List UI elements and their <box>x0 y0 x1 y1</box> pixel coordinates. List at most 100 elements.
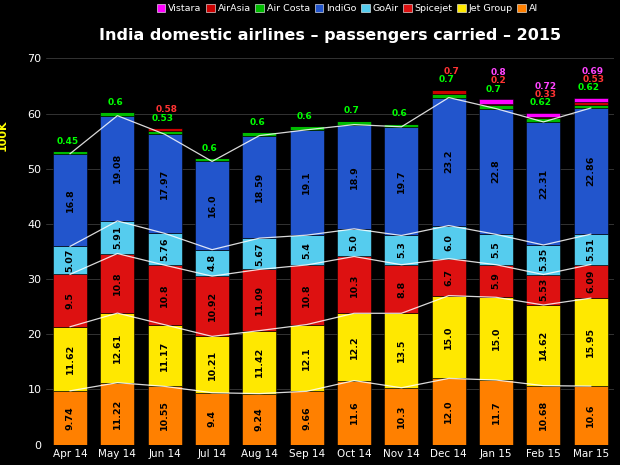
Text: 16.8: 16.8 <box>66 188 74 212</box>
Text: 11.42: 11.42 <box>255 347 264 377</box>
Text: 0.45: 0.45 <box>56 137 79 146</box>
Text: 17.97: 17.97 <box>160 169 169 199</box>
Text: 5.5: 5.5 <box>492 241 500 258</box>
Bar <box>100 221 135 253</box>
Bar <box>290 130 324 235</box>
Text: 11.7: 11.7 <box>492 400 500 424</box>
Text: 0.2: 0.2 <box>490 76 507 86</box>
Text: 15.0: 15.0 <box>492 327 500 350</box>
Text: 6.09: 6.09 <box>587 270 595 293</box>
Text: 16.0: 16.0 <box>208 194 216 217</box>
Bar <box>479 265 513 297</box>
Text: 10.68: 10.68 <box>539 400 548 430</box>
Bar <box>53 154 87 246</box>
Text: 5.07: 5.07 <box>66 249 74 272</box>
Bar <box>432 90 466 94</box>
Bar <box>432 379 466 445</box>
Bar <box>432 259 466 296</box>
Text: 23.2: 23.2 <box>445 150 453 173</box>
Text: 10.6: 10.6 <box>587 404 595 427</box>
Bar <box>574 298 608 386</box>
Text: 5.76: 5.76 <box>160 238 169 261</box>
Text: 18.9: 18.9 <box>350 165 358 189</box>
Bar <box>432 98 466 226</box>
Bar <box>290 325 324 391</box>
Text: 19.1: 19.1 <box>303 171 311 194</box>
Bar <box>432 296 466 379</box>
Text: 0.53: 0.53 <box>582 75 604 84</box>
Bar <box>337 257 371 313</box>
Text: 10.55: 10.55 <box>160 400 169 431</box>
Bar <box>384 127 418 235</box>
Text: 22.8: 22.8 <box>492 159 500 183</box>
Text: 5.4: 5.4 <box>303 242 311 259</box>
Text: 13.5: 13.5 <box>397 339 406 362</box>
Bar <box>479 104 513 105</box>
Bar <box>53 327 87 391</box>
Text: 12.61: 12.61 <box>113 333 122 363</box>
Bar <box>53 151 87 154</box>
Bar <box>574 108 608 234</box>
Text: 0.69: 0.69 <box>582 67 604 76</box>
Bar <box>148 233 182 265</box>
Text: 0.6: 0.6 <box>296 112 312 121</box>
Bar <box>290 265 324 325</box>
Bar <box>479 297 513 380</box>
Bar <box>100 116 135 221</box>
Text: 0.7: 0.7 <box>438 75 454 84</box>
Bar <box>574 386 608 445</box>
Bar <box>242 136 277 238</box>
Text: 11.09: 11.09 <box>255 285 264 315</box>
Bar <box>479 380 513 445</box>
Text: 10.8: 10.8 <box>113 272 122 295</box>
Title: India domestic airlines – passengers carried – 2015: India domestic airlines – passengers car… <box>99 28 562 43</box>
Bar <box>100 253 135 313</box>
Text: 11.6: 11.6 <box>350 401 358 425</box>
Bar <box>195 250 229 276</box>
Bar <box>574 234 608 265</box>
Bar <box>526 113 560 117</box>
Bar <box>53 274 87 327</box>
Bar <box>384 124 418 127</box>
Bar <box>148 386 182 445</box>
Text: 10.92: 10.92 <box>208 291 216 321</box>
Bar <box>195 161 229 250</box>
Bar <box>479 234 513 265</box>
Bar <box>148 265 182 325</box>
Bar <box>242 393 277 445</box>
Text: 100K: 100K <box>0 119 8 151</box>
Bar <box>574 98 608 102</box>
Text: 5.3: 5.3 <box>397 242 406 259</box>
Text: 10.8: 10.8 <box>303 283 311 306</box>
Text: 22.31: 22.31 <box>539 168 548 199</box>
Text: 0.72: 0.72 <box>534 82 557 91</box>
Text: 0.6: 0.6 <box>249 118 265 127</box>
Text: 15.95: 15.95 <box>587 327 595 357</box>
Text: 5.91: 5.91 <box>113 226 122 249</box>
Bar <box>148 128 182 131</box>
Text: 19.7: 19.7 <box>397 169 406 193</box>
Text: 19.08: 19.08 <box>113 153 122 183</box>
Text: 10.3: 10.3 <box>350 273 358 297</box>
Bar <box>574 102 608 105</box>
Text: 9.4: 9.4 <box>208 410 216 427</box>
Bar <box>526 119 560 122</box>
Text: 9.5: 9.5 <box>66 292 74 309</box>
Bar <box>100 113 135 116</box>
Text: 12.0: 12.0 <box>445 400 453 423</box>
Text: 0.7: 0.7 <box>443 67 459 76</box>
Bar <box>384 265 418 313</box>
Text: 0.8: 0.8 <box>490 68 507 77</box>
Bar <box>100 313 135 383</box>
Bar <box>479 99 513 104</box>
Bar <box>53 246 87 274</box>
Bar <box>574 105 608 108</box>
Bar <box>574 265 608 298</box>
Bar <box>526 245 560 274</box>
Text: 9.24: 9.24 <box>255 407 264 431</box>
Bar <box>290 126 324 130</box>
Text: 9.74: 9.74 <box>66 406 74 430</box>
Text: 0.53: 0.53 <box>151 113 174 123</box>
Bar <box>195 276 229 336</box>
Bar <box>148 325 182 386</box>
